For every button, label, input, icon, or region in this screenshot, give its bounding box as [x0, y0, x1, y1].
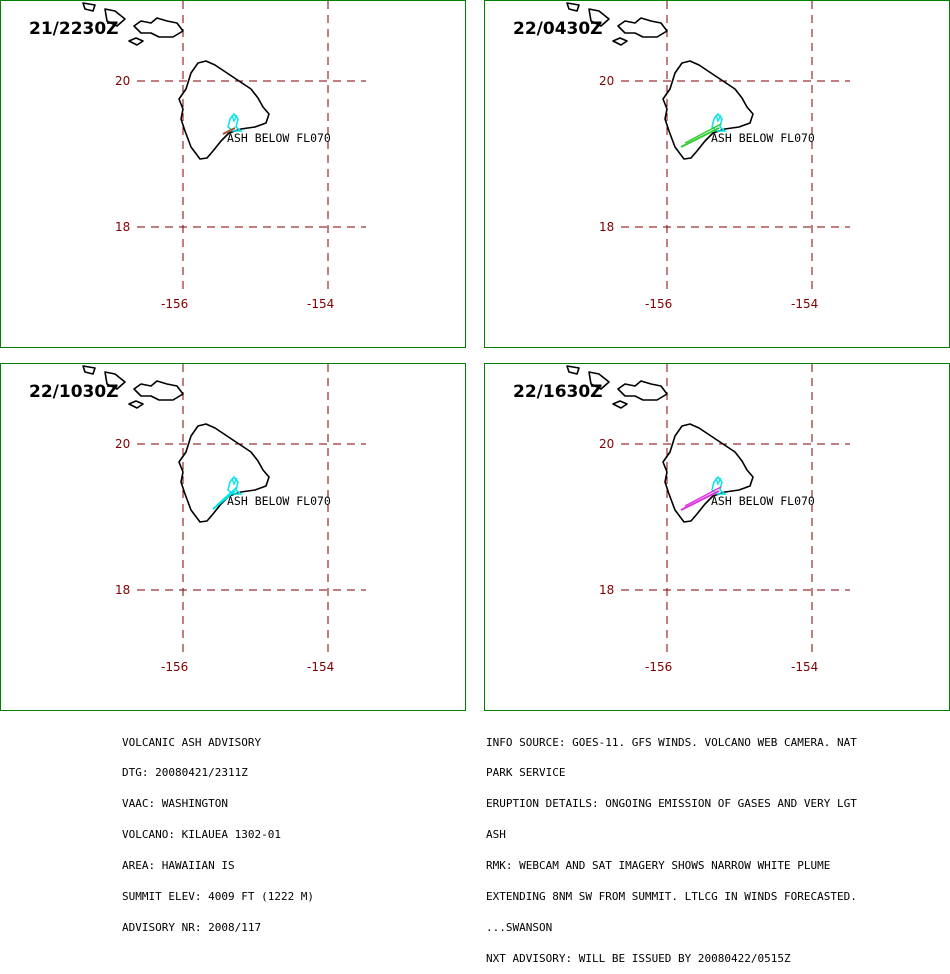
- map-canvas: 20 18 -156 -154 ASH BELOW FL070: [82, 364, 366, 674]
- ash-trajectory-line: [684, 123, 722, 144]
- west-maui-coastline: [104, 371, 126, 390]
- ash-trajectory-line: [216, 486, 238, 506]
- ash-trajectory-line: [680, 127, 720, 148]
- ash-trajectory-line: [222, 127, 236, 135]
- advisory-line: DTG: 20080421/2311Z: [122, 766, 248, 780]
- advisory-line: ASH: [486, 828, 506, 842]
- advisory-line: EXTENDING 8NM SW FROM SUMMIT. LTLCG IN W…: [486, 890, 857, 904]
- ash-plume-outline: [227, 475, 244, 495]
- lat-label: 18: [115, 583, 130, 597]
- lat-label: 18: [115, 220, 130, 234]
- maui-coastline: [133, 17, 184, 38]
- lat-label: 20: [115, 437, 130, 451]
- kahoolawe-coastline: [612, 37, 628, 46]
- valid-time-label: 22/1030Z: [29, 382, 119, 402]
- maui-coastline: [617, 17, 668, 38]
- advisory-line: RMK: WEBCAM AND SAT IMAGERY SHOWS NARROW…: [486, 859, 831, 873]
- lon-label: -154: [307, 297, 334, 311]
- map-panel-1: 20 18 -156 -154 ASH BELOW FL070 21/2230Z: [0, 0, 466, 348]
- lon-label: -156: [645, 297, 672, 311]
- lon-label: -156: [161, 660, 188, 674]
- ash-trajectory-line: [684, 486, 722, 507]
- advisory-line: INFO SOURCE: GOES-11. GFS WINDS. VOLCANO…: [486, 735, 857, 749]
- ash-plume-outline: [231, 114, 238, 123]
- lanai-coastline: [566, 365, 580, 375]
- maui-coastline: [617, 380, 668, 401]
- ash-plume-outline: [227, 112, 244, 132]
- maui-coastline: [133, 380, 184, 401]
- map-panel-3: 20 18 -156 -154 ASH BELOW FL070 22/1030Z: [0, 363, 466, 711]
- advisory-line: VOLCANIC ASH ADVISORY: [122, 735, 262, 749]
- lanai-coastline: [82, 365, 96, 375]
- ash-label: ASH BELOW FL070: [227, 494, 331, 508]
- lon-label: -154: [307, 660, 334, 674]
- west-maui-coastline: [588, 8, 610, 27]
- ash-trajectory-line: [680, 490, 720, 511]
- lat-label: 18: [599, 220, 614, 234]
- west-maui-coastline: [104, 8, 126, 27]
- valid-time-label: 22/0430Z: [513, 19, 603, 39]
- kahoolawe-coastline: [128, 400, 144, 409]
- big-island-coastline: [662, 423, 754, 523]
- advisory-line: SUMMIT ELEV: 4009 FT (1222 M): [122, 890, 315, 904]
- ash-label: ASH BELOW FL070: [711, 131, 815, 145]
- advisory-line: VOLCANO: KILAUEA 1302-01: [122, 828, 281, 842]
- big-island-coastline: [178, 423, 270, 523]
- ash-plume-outline: [231, 477, 238, 486]
- ash-plume-outline: [715, 477, 722, 486]
- ash-label: ASH BELOW FL070: [711, 494, 815, 508]
- lat-label: 20: [599, 74, 614, 88]
- valid-time-label: 21/2230Z: [29, 19, 119, 39]
- advisory-line: AREA: HAWAIIAN IS: [122, 859, 235, 873]
- ash-plume-outline: [715, 114, 722, 123]
- west-maui-coastline: [588, 371, 610, 390]
- lon-label: -154: [791, 660, 818, 674]
- lat-label: 18: [599, 583, 614, 597]
- lat-label: 20: [599, 437, 614, 451]
- advisory-line: ...SWANSON: [486, 920, 553, 934]
- lon-label: -156: [645, 660, 672, 674]
- advisory-line: NXT ADVISORY: WILL BE ISSUED BY 20080422…: [486, 951, 791, 965]
- ash-trajectory-line: [212, 490, 236, 510]
- lanai-coastline: [566, 2, 580, 12]
- map-canvas: 20 18 -156 -154 ASH BELOW FL070: [566, 364, 850, 674]
- lanai-coastline: [82, 2, 96, 12]
- advisory-details-block: INFO SOURCE: GOES-11. GFS WINDS. VOLCANO…: [486, 717, 857, 974]
- big-island-coastline: [662, 60, 754, 160]
- kahoolawe-coastline: [612, 400, 628, 409]
- advisory-line: PARK SERVICE: [486, 766, 566, 780]
- lon-label: -156: [161, 297, 188, 311]
- big-island-coastline: [178, 60, 270, 160]
- map-panel-2: 20 18 -156 -154 ASH BELOW FL070 22/0430Z: [484, 0, 950, 348]
- valid-time-label: 22/1630Z: [513, 382, 603, 402]
- advisory-line: ADVISORY NR: 2008/117: [122, 920, 262, 934]
- map-panel-4: 20 18 -156 -154 ASH BELOW FL070 22/1630Z: [484, 363, 950, 711]
- ash-label: ASH BELOW FL070: [227, 131, 331, 145]
- advisory-line: ERUPTION DETAILS: ONGOING EMISSION OF GA…: [486, 797, 857, 811]
- advisory-header-block: VOLCANIC ASH ADVISORY DTG: 20080421/2311…: [122, 717, 314, 944]
- map-canvas: 20 18 -156 -154 ASH BELOW FL070: [82, 1, 366, 311]
- map-canvas: 20 18 -156 -154 ASH BELOW FL070: [566, 1, 850, 311]
- advisory-line: VAAC: WASHINGTON: [122, 797, 228, 811]
- lat-label: 20: [115, 74, 130, 88]
- lon-label: -154: [791, 297, 818, 311]
- kahoolawe-coastline: [128, 37, 144, 46]
